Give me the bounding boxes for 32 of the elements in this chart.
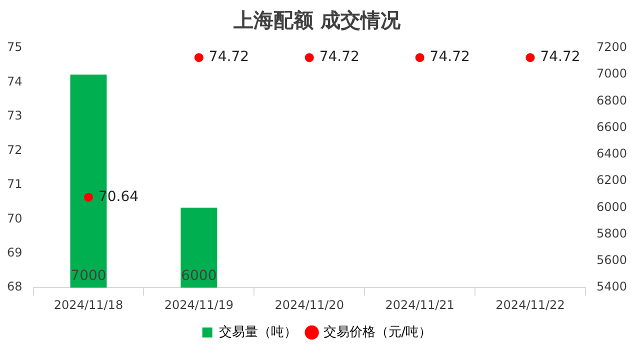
legend-label: 交易价格（元/吨） (323, 324, 432, 340)
y-tick-label: 71 (6, 177, 22, 192)
x-tick-label: 2024/11/21 (385, 298, 454, 312)
y2-tick-label: 6600 (596, 120, 628, 134)
data-label: 74.72 (208, 49, 250, 66)
data-label: 74.72 (319, 49, 360, 66)
data-label: 74.72 (540, 49, 580, 66)
x-tick-label: 2024/11/20 (274, 298, 344, 312)
y-tick-label: 74 (6, 74, 22, 88)
y-tick-label: 70 (6, 211, 22, 226)
y2-tick-label: 6000 (596, 200, 628, 214)
y2-tick-label: 7200 (596, 40, 628, 54)
y2-tick-label: 6800 (596, 93, 628, 108)
data-label: 7000 (70, 268, 106, 284)
x-tick-label: 2024/11/19 (164, 298, 234, 312)
data-label: 74.72 (430, 49, 470, 66)
y2-tick-label: 5800 (596, 226, 628, 240)
chart-title: 上海配额 成交情况 (232, 8, 402, 32)
x-tick-label: 2024/11/22 (496, 298, 565, 312)
y2-tick-label: 6200 (596, 173, 628, 188)
legend-label: 交易量（吨） (218, 324, 297, 340)
y2-tick-label: 6400 (596, 146, 628, 161)
y2-tick-label: 7000 (596, 66, 628, 81)
y2-tick-label: 5400 (596, 280, 628, 294)
y-tick-label: 72 (6, 142, 22, 157)
y2-tick-label: 5600 (596, 253, 628, 268)
x-tick-label: 2024/11/18 (54, 298, 124, 312)
y-tick-label: 69 (6, 245, 22, 260)
y-tick-label: 73 (6, 108, 22, 123)
data-label: 6000 (181, 268, 217, 284)
y-tick-label: 68 (6, 280, 22, 294)
y-tick-label: 75 (6, 40, 22, 54)
